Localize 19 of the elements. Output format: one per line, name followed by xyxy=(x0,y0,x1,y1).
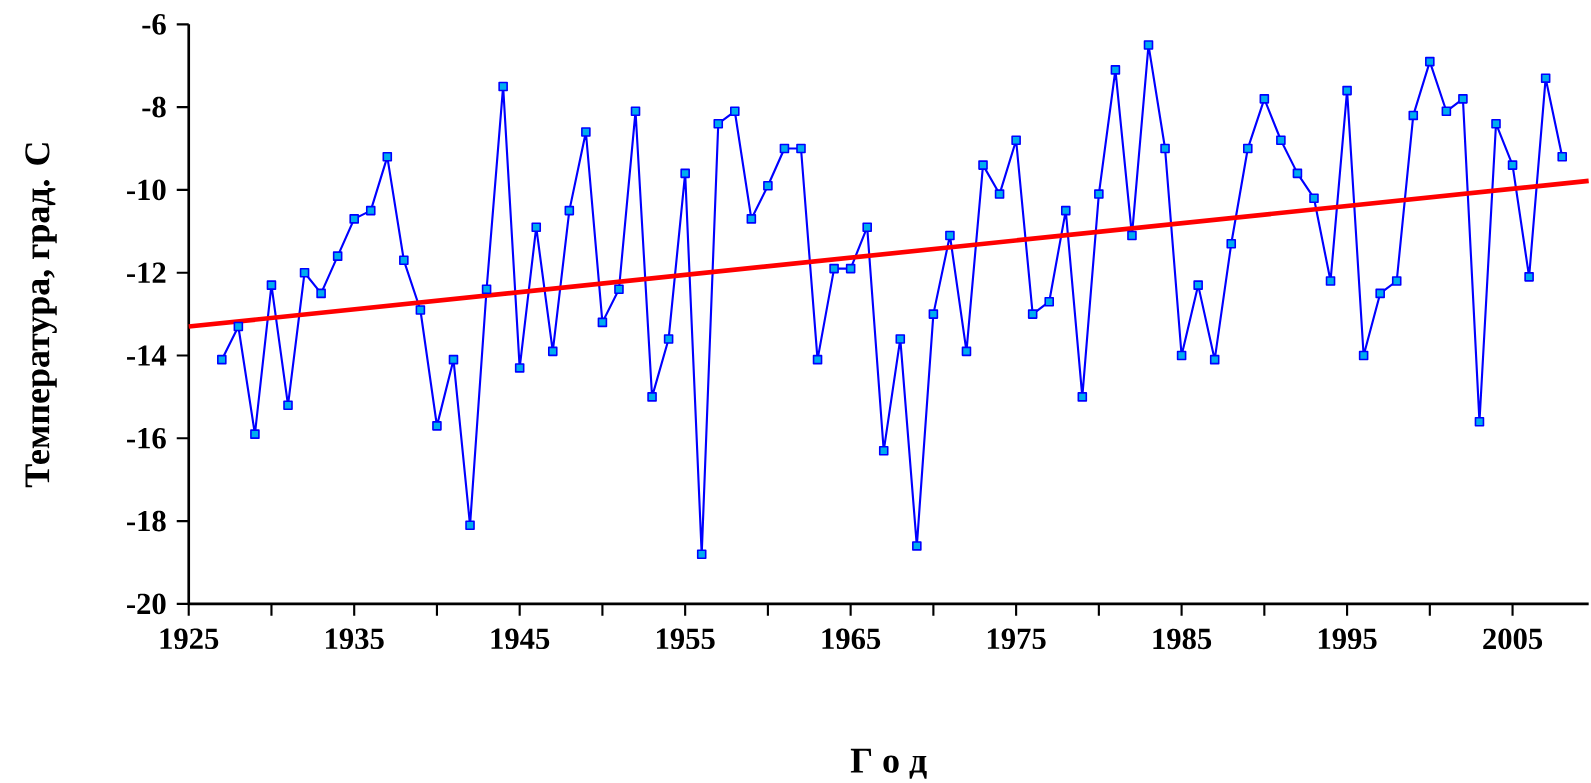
x-tick-label: 1925 xyxy=(160,628,219,650)
y-tick-label: -8 xyxy=(142,96,166,118)
y-axis-title: Температура, град. С xyxy=(25,143,57,488)
x-tick-label: 1945 xyxy=(491,628,550,650)
x-tick-label: 2005 xyxy=(1483,628,1543,650)
x-axis-title: Г о д xyxy=(850,748,927,779)
x-tick-label: 1975 xyxy=(987,628,1046,650)
y-tick-label: -16 xyxy=(127,427,166,449)
x-tick-label: 1965 xyxy=(822,628,881,650)
y-tick-label: -18 xyxy=(127,510,166,532)
x-tick-label: 1985 xyxy=(1153,628,1212,650)
y-tick-label: -10 xyxy=(127,179,166,201)
y-tick-label: -12 xyxy=(127,262,166,283)
x-tick-label: 1995 xyxy=(1318,628,1377,650)
y-tick-label: -14 xyxy=(127,345,167,366)
y-tick-label: -20 xyxy=(127,593,166,615)
x-tick-label: 1955 xyxy=(656,628,715,650)
y-tick-label: -6 xyxy=(142,14,166,35)
x-tick-label: 1935 xyxy=(326,628,384,650)
